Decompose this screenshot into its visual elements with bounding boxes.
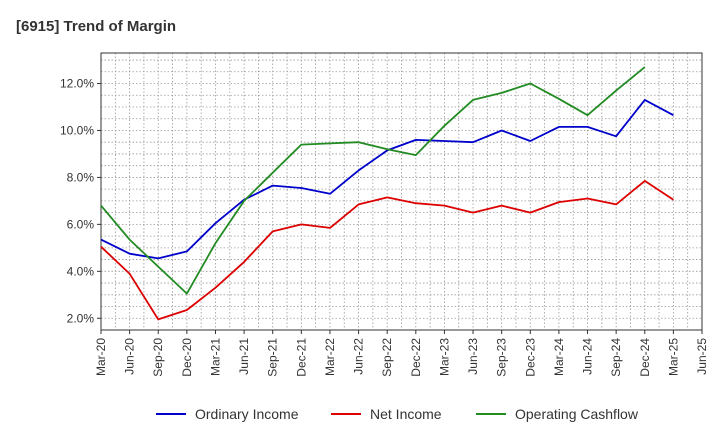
legend-label-ordinary-income: Ordinary Income	[195, 406, 299, 422]
series-line-operating-cashflow	[100, 66, 646, 295]
x-tick-label: Dec-24	[638, 338, 652, 377]
plot-frame	[100, 52, 703, 331]
x-tick-label: Dec-23	[523, 338, 537, 377]
x-tick-label: Sep-20	[151, 338, 165, 377]
x-tick-label: Jun-21	[237, 338, 251, 375]
grid-lines	[100, 53, 703, 331]
x-tick-label: Jun-20	[123, 338, 137, 375]
x-tick-label: Mar-22	[323, 338, 337, 376]
x-tick-label: Mar-25	[666, 338, 680, 376]
y-tick-label: 2.0%	[67, 311, 95, 325]
x-tick-label: Jun-25	[695, 338, 709, 375]
y-tick-label: 12.0%	[60, 77, 94, 91]
y-tick-label: 4.0%	[67, 264, 95, 278]
x-tick-label: Mar-20	[94, 338, 108, 376]
legend: Ordinary Income Net Income Operating Cashf…	[156, 406, 639, 422]
series-lines	[100, 66, 674, 321]
series-line-ordinary-income	[100, 99, 674, 260]
y-tick-label: 10.0%	[60, 123, 94, 137]
axes: 2.0% 4.0% 6.0% 8.0% 10.0% 12.0% Mar-20 Jun-20 Se…	[60, 52, 709, 377]
legend-label-net-income: Net Income	[370, 406, 442, 422]
x-tick-label: Mar-21	[208, 338, 222, 376]
chart-title: [6915] Trend of Margin	[16, 18, 176, 35]
x-tick-label: Dec-20	[180, 338, 194, 377]
y-tick-label: 8.0%	[67, 170, 95, 184]
series-line-net-income	[100, 179, 674, 321]
x-tick-label: Dec-22	[409, 338, 423, 377]
x-tick-label: Sep-23	[495, 338, 509, 377]
x-tick-label: Jun-22	[352, 338, 366, 375]
x-tick-label: Sep-22	[380, 338, 394, 377]
x-tick-label: Sep-21	[266, 338, 280, 377]
x-tick-label: Sep-24	[609, 338, 623, 377]
x-tick-label: Jun-23	[466, 338, 480, 375]
legend-label-operating-cashflow: Operating Cashflow	[515, 406, 639, 422]
x-tick-label: Mar-23	[437, 338, 451, 376]
y-tick-label: 6.0%	[67, 217, 95, 231]
x-tick-label: Jun-24	[581, 338, 595, 375]
x-tick-label: Mar-24	[552, 338, 566, 376]
x-tick-label: Dec-21	[294, 338, 308, 377]
